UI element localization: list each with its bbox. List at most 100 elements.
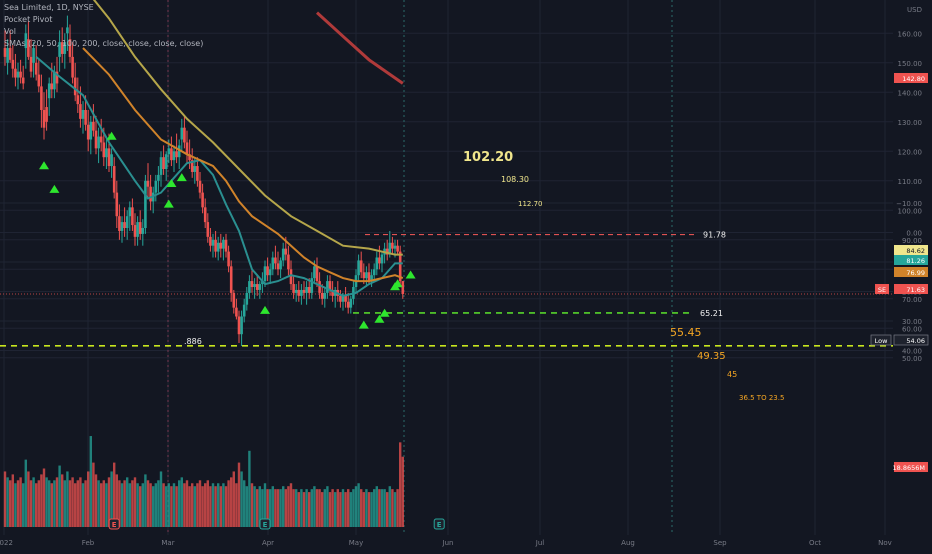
candle-body xyxy=(180,127,184,140)
earnings-event-marker[interactable] xyxy=(108,518,120,530)
candle-body xyxy=(229,266,233,293)
candle-body xyxy=(76,95,80,105)
x-tick-label: Feb xyxy=(82,539,95,547)
candle-body xyxy=(170,148,173,161)
volume-bar xyxy=(219,486,222,527)
volume-bar xyxy=(172,483,176,527)
volume-bar xyxy=(76,480,79,527)
candle-body xyxy=(3,48,7,57)
candle-body xyxy=(401,281,405,294)
price-tick-label: 40.00 xyxy=(902,348,922,356)
volume-bar xyxy=(136,483,139,527)
volume-bar xyxy=(328,492,332,527)
target-label-112.70: 112.70 xyxy=(518,200,543,208)
volume-bar xyxy=(139,486,142,527)
candle-body xyxy=(385,248,389,255)
earnings-event-marker[interactable] xyxy=(259,518,271,530)
volume-bar xyxy=(370,492,373,527)
candle-body xyxy=(157,174,160,181)
volume-bar xyxy=(37,480,40,527)
candle-body xyxy=(388,242,392,255)
volume-bar xyxy=(383,489,386,527)
volume-bar xyxy=(27,471,30,527)
volume-bar xyxy=(35,483,38,527)
volume-bar xyxy=(94,474,98,527)
sma-line-50 xyxy=(82,47,404,283)
price-tick-label: 130.00 xyxy=(898,119,923,127)
volume-bar xyxy=(321,492,324,527)
volume-bar xyxy=(209,486,212,527)
legend-smas[interactable]: SMAs (20, 50, 100, 200, close, close, cl… xyxy=(4,39,204,48)
volume-bar xyxy=(352,489,355,527)
candle-body xyxy=(370,275,373,282)
candle-body xyxy=(58,42,61,57)
volume-bar xyxy=(6,477,9,527)
volume-bar xyxy=(68,480,72,527)
candle-body xyxy=(206,222,210,237)
candle-body xyxy=(24,33,28,49)
earnings-event-marker[interactable] xyxy=(433,518,445,530)
candle-body xyxy=(102,142,106,158)
volume-bar xyxy=(3,471,7,527)
candle-body xyxy=(380,254,384,264)
price-tick-label: 150.00 xyxy=(898,60,923,68)
candle-body xyxy=(21,77,25,84)
candle-body xyxy=(190,160,194,172)
candle-body xyxy=(367,272,371,282)
target-label-108.30: 108.30 xyxy=(501,175,529,184)
volume-bar xyxy=(100,483,103,527)
volume-bar xyxy=(183,483,186,527)
candle-body xyxy=(162,157,165,169)
pocket-pivot-marker xyxy=(176,173,187,182)
candle-body xyxy=(14,68,17,78)
volume-bar xyxy=(248,450,251,527)
volume-bar xyxy=(289,483,293,527)
candle-body xyxy=(300,289,303,296)
candle-body xyxy=(341,295,345,302)
volume-bar xyxy=(167,483,170,527)
price-badge-value: 76.99 xyxy=(906,269,925,277)
volume-bar xyxy=(48,480,51,527)
volume-bar xyxy=(14,483,17,527)
candle-body xyxy=(344,295,347,302)
candle-body xyxy=(284,248,288,255)
candle-body xyxy=(271,257,275,270)
candle-body xyxy=(242,304,246,317)
volume-bar xyxy=(323,489,326,527)
volume-bar xyxy=(300,489,303,527)
price-badge xyxy=(894,255,928,265)
candle-body xyxy=(209,236,212,246)
candle-body xyxy=(222,239,225,249)
volume-bar xyxy=(295,489,298,527)
legend-pocket-pivot[interactable]: Pocket Pivot xyxy=(4,15,53,24)
price-badge-value: 142.80 xyxy=(902,75,925,83)
candle-body xyxy=(141,228,145,234)
volume-bar xyxy=(53,480,56,527)
price-tick-label: 100.00 xyxy=(898,207,923,215)
candle-body xyxy=(193,166,197,172)
volume-bar xyxy=(399,442,402,527)
pocket-pivot-marker xyxy=(106,131,117,140)
candle-body xyxy=(214,239,217,252)
candle-body xyxy=(331,289,334,296)
candle-body xyxy=(29,56,33,72)
volume-bar xyxy=(243,480,246,527)
candle-body xyxy=(393,245,397,249)
volume-bar xyxy=(115,474,118,527)
candle-body xyxy=(297,289,301,296)
volume-bar xyxy=(222,483,225,527)
volume-bar xyxy=(170,486,173,527)
volume-bar xyxy=(81,483,85,527)
sma-line-200 xyxy=(315,11,404,85)
pocket-pivot-marker xyxy=(163,199,174,208)
legend-vol[interactable]: Vol xyxy=(4,27,16,36)
volume-bar xyxy=(302,492,306,527)
legend-symbol[interactable]: Sea Limited, 1D, NYSE xyxy=(4,3,94,12)
candle-body xyxy=(201,192,204,208)
candle-body xyxy=(378,257,381,264)
candle-body xyxy=(71,56,74,78)
volume-bar xyxy=(334,492,337,527)
legend: Sea Limited, 1D, NYSE Pocket Pivot Vol S… xyxy=(4,2,203,50)
